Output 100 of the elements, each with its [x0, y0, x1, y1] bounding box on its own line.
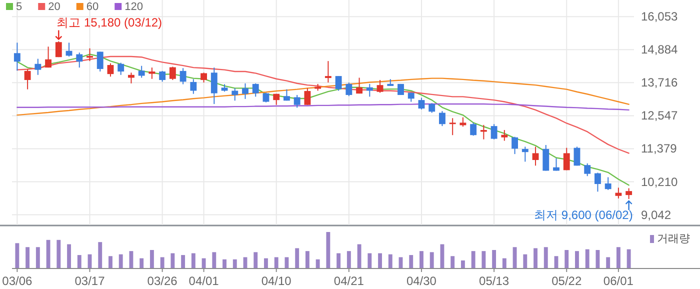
bar	[378, 253, 382, 268]
y-tick-label: 16,053	[641, 10, 678, 24]
bar	[626, 249, 631, 268]
candlestick	[346, 82, 352, 97]
candlestick	[335, 76, 342, 92]
bar	[368, 253, 372, 268]
candlestick	[418, 97, 425, 110]
candlestick	[55, 40, 62, 58]
bar	[502, 258, 506, 268]
bar	[398, 257, 403, 268]
bar	[606, 257, 610, 268]
bar	[36, 247, 40, 268]
candlestick	[252, 82, 259, 98]
bar	[482, 251, 486, 268]
bar	[450, 256, 455, 268]
line-series	[16, 78, 630, 116]
candlestick	[532, 146, 539, 166]
bar	[523, 254, 528, 268]
annotation: 최고 15,180 (03/12)	[56, 15, 162, 30]
bar	[15, 243, 20, 268]
x-tick-label: 06/01	[603, 274, 634, 288]
bar	[264, 258, 268, 268]
bar	[77, 255, 82, 268]
bar	[492, 250, 496, 268]
candlestick	[304, 88, 311, 106]
candlestick	[169, 66, 176, 80]
bar	[585, 249, 590, 268]
y-tick-label: 12,547	[641, 108, 678, 123]
bar	[575, 251, 579, 268]
candlestick	[262, 92, 270, 103]
bar	[409, 255, 414, 268]
candlestick	[148, 67, 156, 80]
bar	[534, 248, 538, 268]
bar	[616, 247, 620, 268]
x-tick-label: 04/21	[334, 274, 364, 288]
candlestick	[470, 122, 477, 136]
legend-label: 20	[48, 1, 60, 13]
legend-label: 5	[16, 1, 22, 13]
candlestick	[232, 88, 238, 102]
candlestick	[408, 92, 414, 102]
candlestick	[584, 162, 591, 177]
candlestick	[615, 187, 622, 199]
x-tick-label: 05/22	[552, 274, 582, 288]
x-tick-label: 04/10	[261, 274, 292, 288]
candlestick	[138, 65, 145, 78]
bar	[430, 252, 434, 268]
candlestick	[210, 67, 218, 105]
bar	[243, 257, 248, 268]
candlestick	[45, 46, 52, 68]
bar	[471, 251, 476, 268]
candlestick	[563, 147, 570, 171]
y-tick-label: 9,042	[641, 208, 672, 222]
candlestick	[439, 110, 446, 127]
candlestick	[180, 68, 186, 85]
y-tick-label: 13,716	[641, 76, 678, 90]
candlestick	[107, 62, 114, 78]
bar	[326, 232, 330, 268]
annotation: 최저 9,600 (06/02)	[534, 208, 633, 222]
bar	[56, 240, 61, 268]
bar	[284, 257, 289, 268]
candlestick	[76, 52, 83, 68]
bar	[420, 251, 424, 268]
bar	[295, 248, 300, 268]
y-tick-label: 11,379	[641, 142, 678, 156]
x-tick-label: 03/26	[147, 274, 178, 288]
bar	[512, 247, 517, 268]
bar	[554, 256, 558, 268]
x-tick-label: 03/06	[2, 274, 33, 288]
candlestick	[428, 102, 436, 114]
bar	[254, 252, 258, 268]
x-tick-label: 04/01	[188, 274, 220, 288]
bar	[140, 258, 144, 268]
candlestick	[24, 68, 31, 90]
x-tick-label: 04/30	[406, 274, 437, 288]
bar	[118, 254, 123, 268]
legend-label: 거래량	[657, 233, 690, 245]
candlestick	[294, 94, 300, 108]
x-tick-label: 05/13	[479, 274, 510, 288]
bar	[98, 242, 102, 268]
bar	[357, 244, 362, 268]
bar	[544, 247, 548, 268]
bar	[346, 251, 351, 268]
bar	[212, 252, 216, 268]
candlestick	[501, 130, 508, 142]
bar	[129, 251, 134, 268]
candlestick	[366, 83, 373, 98]
bar	[316, 259, 320, 268]
bar	[460, 260, 465, 268]
candlestick	[200, 72, 207, 84]
bar	[336, 253, 341, 268]
candlestick	[449, 118, 456, 136]
bar	[222, 259, 226, 268]
y-tick-label: 14,884	[641, 42, 678, 57]
bar	[67, 244, 71, 268]
bar	[564, 250, 569, 268]
candlestick	[594, 172, 601, 192]
candlestick	[96, 51, 104, 72]
bar	[150, 250, 154, 268]
bar	[181, 255, 186, 268]
bar	[274, 257, 278, 268]
